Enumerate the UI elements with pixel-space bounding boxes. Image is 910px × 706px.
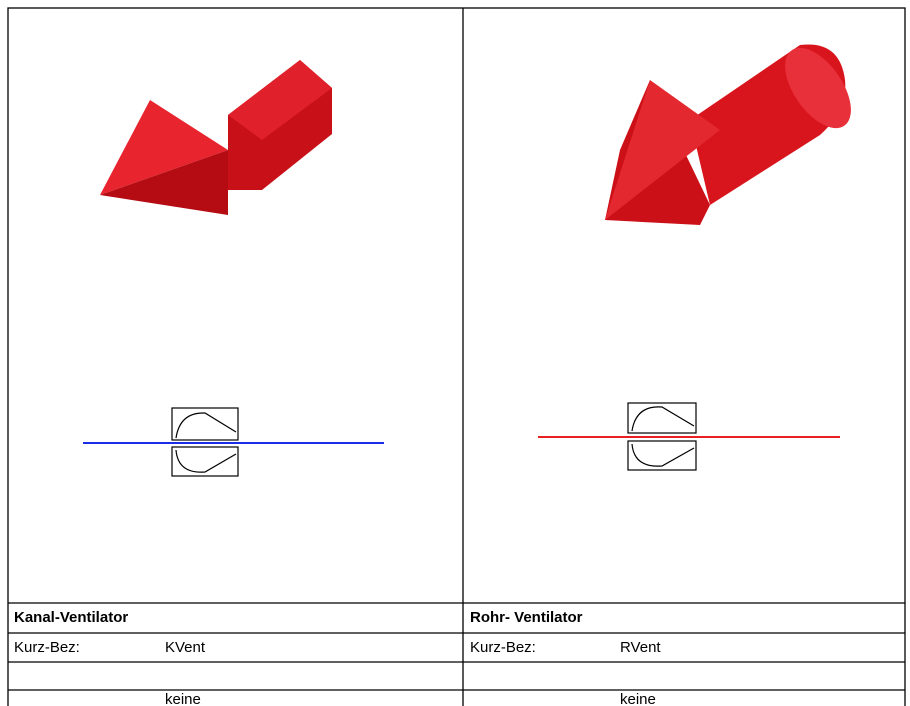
fan-symbol bbox=[83, 402, 840, 477]
table-grid bbox=[7, 7, 906, 706]
value: keine bbox=[165, 691, 201, 706]
value: KVent bbox=[165, 639, 206, 656]
column-title: Rohr- Ventilator bbox=[470, 609, 583, 626]
label: Kurz-Bez: bbox=[14, 639, 80, 656]
tube-arrow bbox=[605, 44, 851, 225]
column-title: Kanal-Ventilator bbox=[14, 609, 129, 626]
box-arrow bbox=[100, 60, 332, 215]
label: Kurz-Bez: bbox=[470, 639, 536, 656]
value: keine bbox=[620, 691, 656, 706]
value: RVent bbox=[620, 639, 661, 656]
